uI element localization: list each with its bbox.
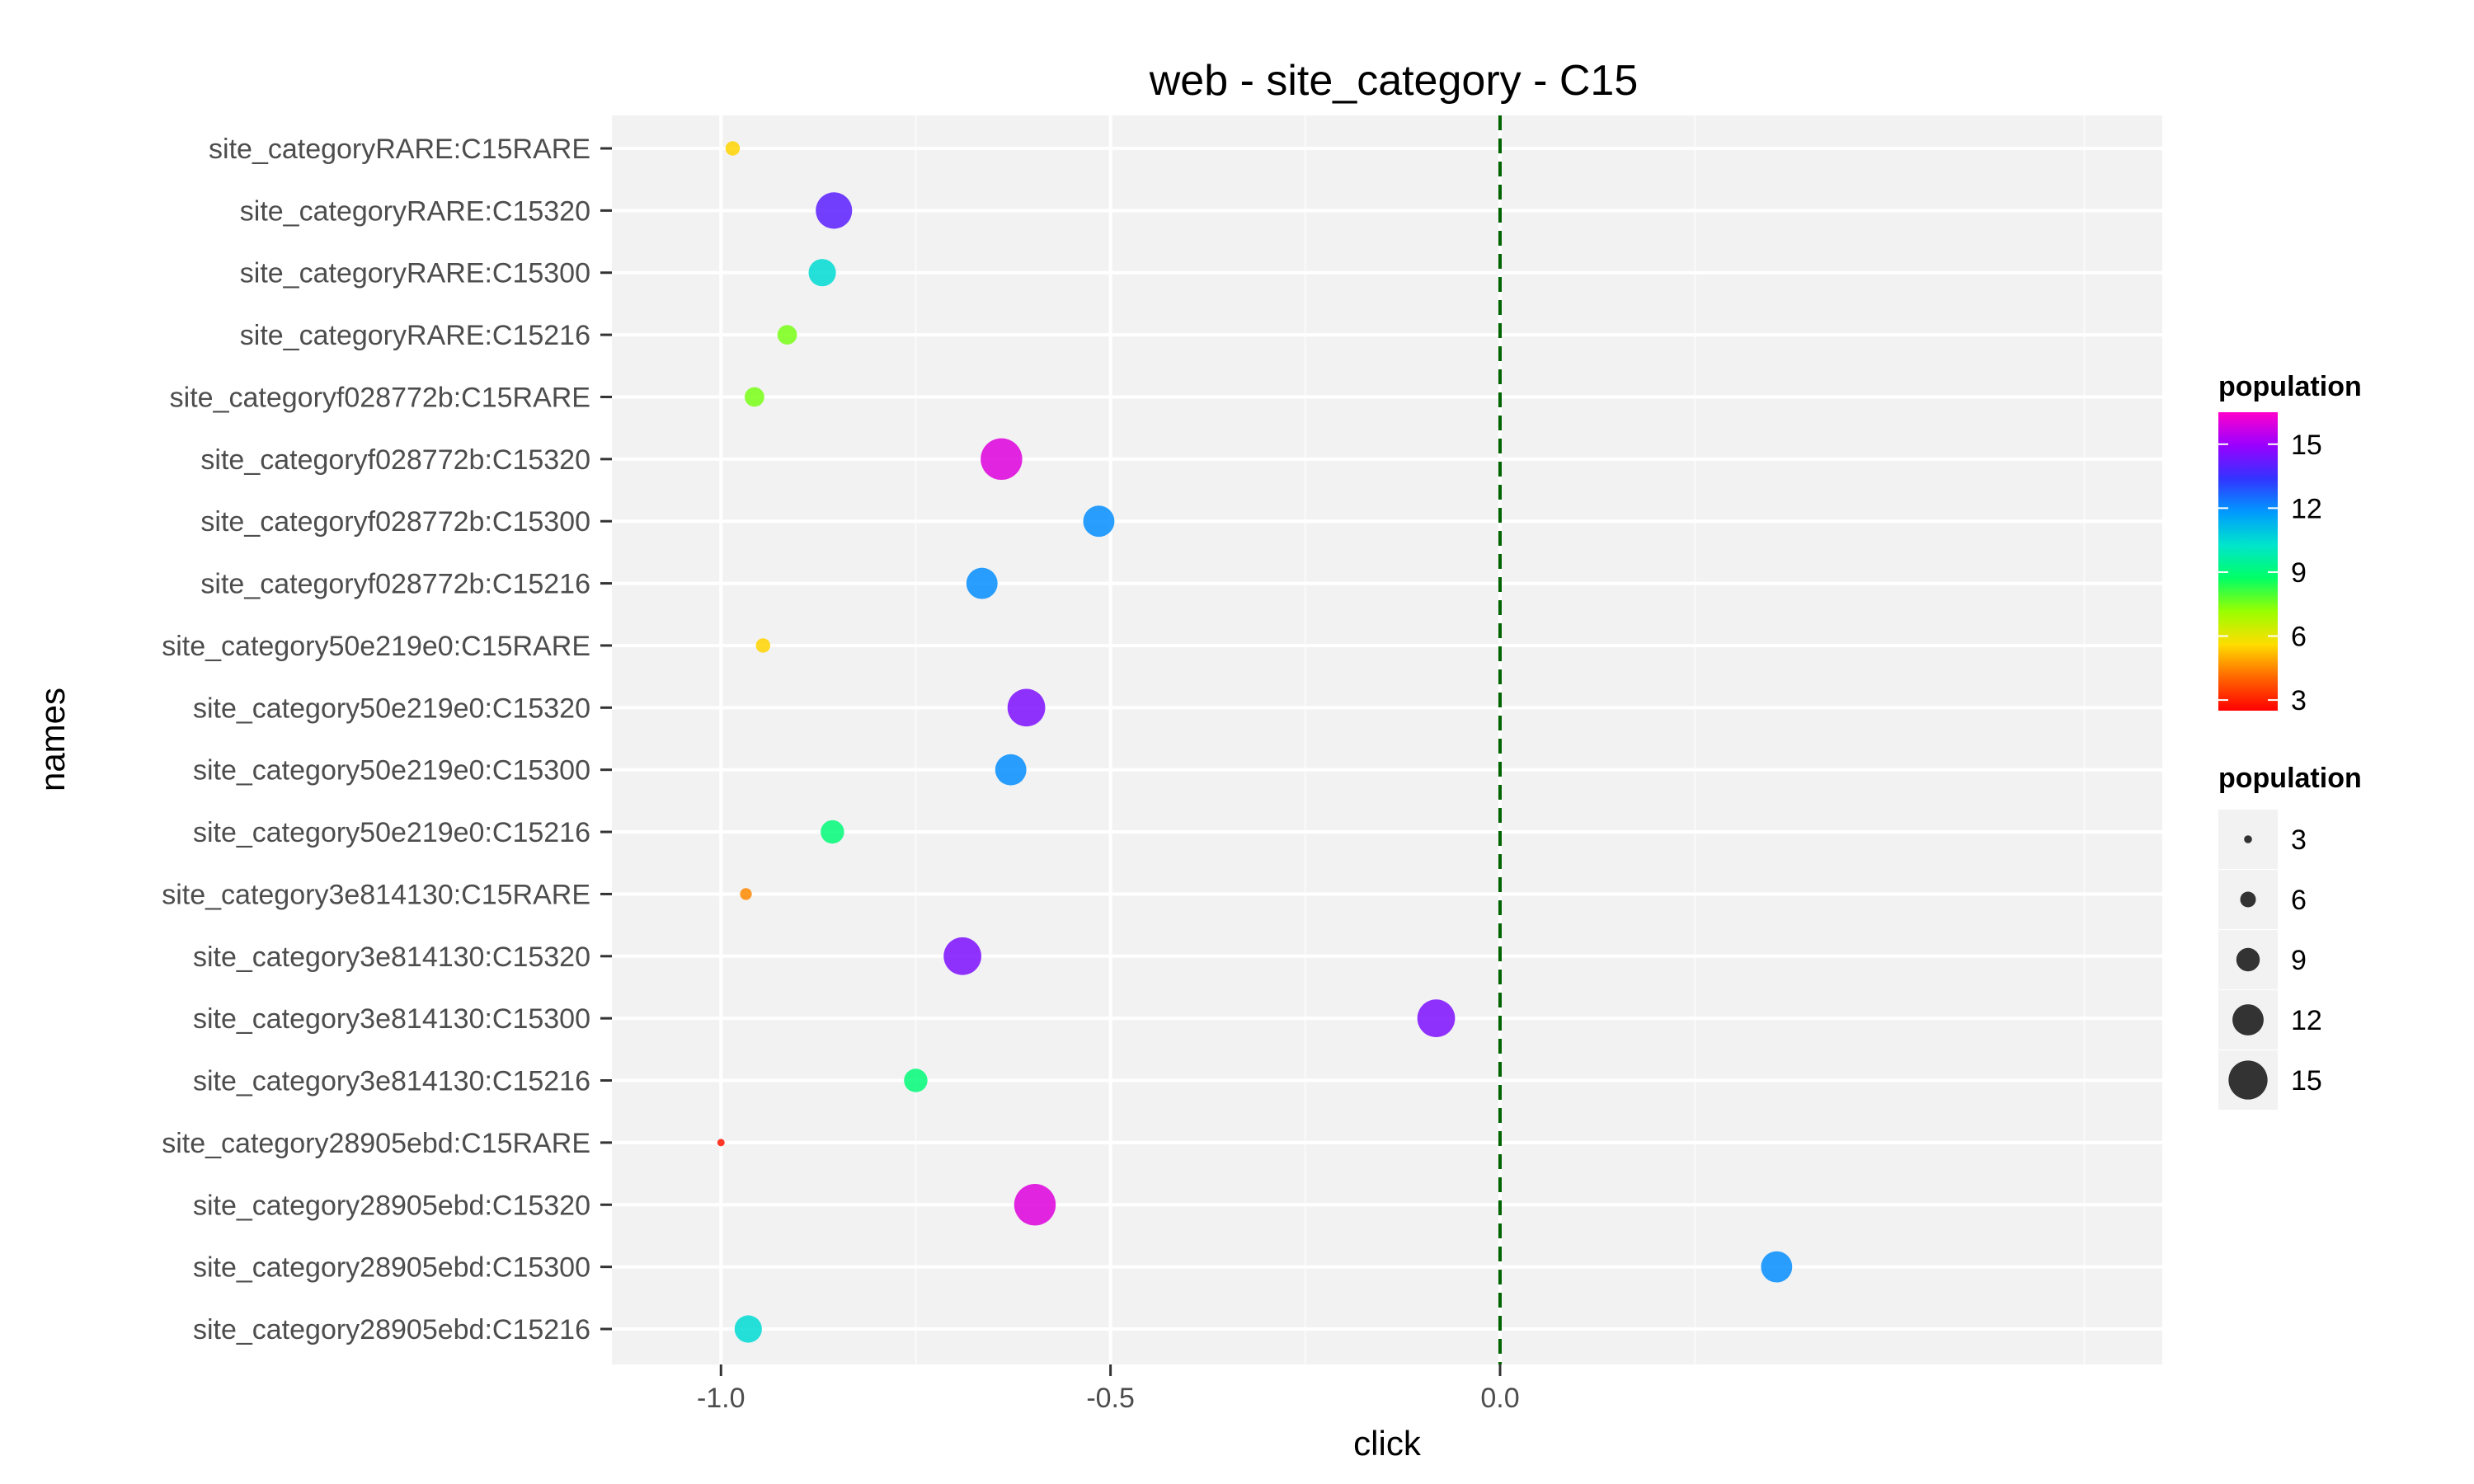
- data-point: [966, 567, 998, 599]
- data-point: [904, 1068, 928, 1092]
- y-tick-label: site_category28905ebd:C15300: [193, 1252, 590, 1284]
- y-tick-label: site_category3e814130:C15RARE: [162, 879, 590, 910]
- size-legend-label: 3: [2291, 824, 2307, 856]
- color-legend-label: 9: [2291, 557, 2307, 589]
- y-tick-label: site_categoryf028772b:C15216: [200, 569, 590, 600]
- data-point: [717, 1139, 725, 1147]
- data-point: [821, 819, 844, 844]
- color-legend: population 3 6 9 12 15: [2218, 371, 2362, 716]
- y-tick-label: site_categoryRARE:C15RARE: [209, 134, 590, 165]
- data-point: [777, 325, 797, 345]
- major-grid: [612, 115, 2162, 1364]
- color-legend-label: 6: [2291, 622, 2307, 653]
- y-tick-label: site_categoryRARE:C15216: [240, 320, 590, 351]
- size-legend-label: 12: [2291, 1005, 2322, 1036]
- data-point: [745, 387, 764, 407]
- size-legend-symbol: [2236, 947, 2260, 972]
- data-point: [995, 754, 1027, 786]
- color-legend-label: 12: [2291, 493, 2322, 524]
- y-tick-label: site_category3e814130:C15320: [193, 942, 590, 973]
- data-point: [1761, 1251, 1793, 1283]
- y-tick-label: site_categoryf028772b:C15300: [200, 506, 590, 538]
- y-tick-label: site_category28905ebd:C15RARE: [162, 1128, 590, 1159]
- y-tick-label: site_category50e219e0:C15216: [193, 817, 590, 848]
- y-tick-label: site_categoryf028772b:C15320: [200, 444, 590, 476]
- color-legend-label: 15: [2291, 430, 2322, 461]
- size-legend: population 3 6 9 12 15: [2218, 763, 2362, 1110]
- y-tick-label: site_category50e219e0:C15320: [193, 693, 590, 724]
- minor-grid: [915, 115, 2086, 1364]
- y-tick-label: site_categoryRARE:C15320: [240, 195, 590, 227]
- color-legend-bar: [2218, 412, 2278, 711]
- plot-panel: [612, 115, 2162, 1364]
- size-legend-symbol: [2232, 1004, 2264, 1036]
- y-tick-label: site_category28905ebd:C15216: [193, 1314, 590, 1345]
- data-point: [1083, 505, 1115, 538]
- size-legend-symbol: [2240, 891, 2256, 908]
- color-legend-title: population: [2218, 371, 2362, 402]
- data-point: [725, 141, 741, 156]
- x-axis: -1.0 -0.5 0.0: [697, 1364, 1520, 1414]
- data-point: [808, 259, 836, 287]
- data-points: [717, 141, 1793, 1343]
- chart-title: web - site_category - C15: [1149, 57, 1639, 105]
- y-tick-label: site_categoryRARE:C15300: [240, 258, 590, 289]
- size-legend-symbol: [2244, 835, 2252, 843]
- data-point: [943, 937, 981, 975]
- y-tick-label: site_category28905ebd:C15320: [193, 1190, 590, 1221]
- y-tick-label: site_category3e814130:C15216: [193, 1066, 590, 1097]
- data-point: [734, 1315, 762, 1343]
- x-tick-label: -0.5: [1086, 1383, 1135, 1414]
- y-tick-label: site_categoryf028772b:C15RARE: [170, 382, 590, 413]
- x-axis-title: click: [1353, 1424, 1422, 1463]
- y-tick-label: site_category50e219e0:C15RARE: [162, 631, 590, 662]
- data-point: [755, 638, 770, 653]
- color-legend-label: 3: [2291, 685, 2307, 716]
- y-tick-label: site_category3e814130:C15300: [193, 1003, 590, 1035]
- data-point: [981, 438, 1023, 481]
- size-legend-title: population: [2218, 763, 2362, 794]
- y-axis-title: names: [33, 688, 72, 791]
- y-tick-label: site_category50e219e0:C15300: [193, 755, 590, 787]
- x-tick-label: 0.0: [1480, 1383, 1519, 1414]
- data-point: [816, 192, 853, 229]
- size-legend-label: 15: [2291, 1065, 2322, 1097]
- y-axis: site_categoryRARE:C15RARE site_categoryRA…: [162, 134, 612, 1345]
- x-tick-label: -1.0: [697, 1383, 745, 1414]
- data-point: [1014, 1184, 1056, 1226]
- size-legend-label: 6: [2291, 885, 2307, 916]
- data-point: [740, 888, 752, 900]
- data-point: [1417, 999, 1456, 1038]
- data-point: [1007, 688, 1046, 727]
- size-legend-label: 9: [2291, 945, 2307, 976]
- size-legend-symbol: [2228, 1060, 2268, 1100]
